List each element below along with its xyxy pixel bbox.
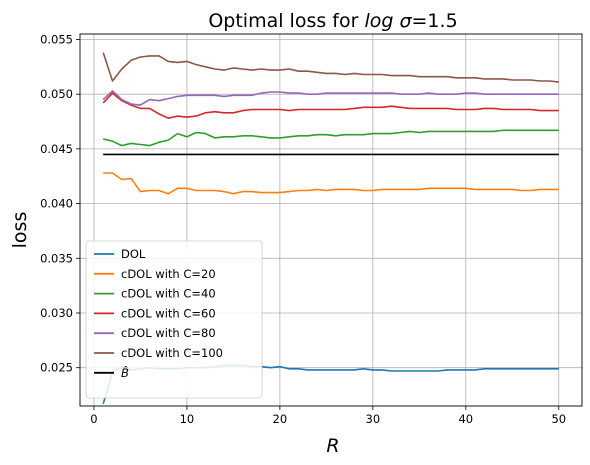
x-tick-label: 20: [273, 412, 288, 426]
chart-title-prefix: Optimal loss for: [208, 10, 364, 32]
grid-lines: [80, 34, 582, 406]
legend-label: cDOL with C=100: [121, 346, 223, 360]
legend-label: DOL: [121, 247, 146, 261]
legend-label: B̂: [121, 366, 129, 380]
x-tick-label: 40: [458, 412, 473, 426]
legend-box: [85, 240, 263, 399]
y-axis-ticks: 0.025 0.030 0.035 0.040 0.045 0.050 0.055: [40, 32, 80, 375]
chart-title-suffix: =1.5: [412, 10, 458, 32]
y-tick-label: 0.030: [40, 306, 73, 320]
y-axis-label: loss: [9, 212, 31, 249]
legend-label: cDOL with C=80: [121, 326, 216, 340]
legend-label: cDOL with C=60: [121, 306, 216, 320]
y-tick-label: 0.040: [40, 197, 73, 211]
x-tick-label: 30: [366, 412, 381, 426]
legend-label: cDOL with C=20: [121, 267, 216, 281]
plot-frame: [79, 33, 583, 407]
x-tick-label: 50: [551, 412, 566, 426]
legend-label: cDOL with C=40: [121, 287, 216, 301]
x-axis-label: R: [326, 435, 339, 457]
y-tick-label: 0.025: [40, 361, 73, 375]
x-tick-label: 10: [180, 412, 195, 426]
y-tick-label: 0.045: [40, 142, 73, 156]
series-line-2: [103, 129, 559, 147]
chart-title: Optimal loss for log σ=1.5: [208, 10, 457, 32]
x-axis-ticks: 0 10 20 30 40 50: [90, 406, 566, 426]
series-line-4: [102, 90, 559, 106]
series-line-5: [102, 52, 559, 83]
x-tick-label: 0: [90, 412, 97, 426]
series-line-3: [102, 92, 559, 119]
y-tick-label: 0.050: [40, 87, 73, 101]
legend: DOL cDOL with C=20 cDOL with C=40 cDOL with…: [85, 240, 263, 399]
y-tick-label: 0.055: [40, 32, 73, 46]
chart-title-math: log σ: [364, 10, 412, 32]
series-line-1: [103, 172, 559, 195]
y-tick-label: 0.035: [40, 251, 73, 265]
